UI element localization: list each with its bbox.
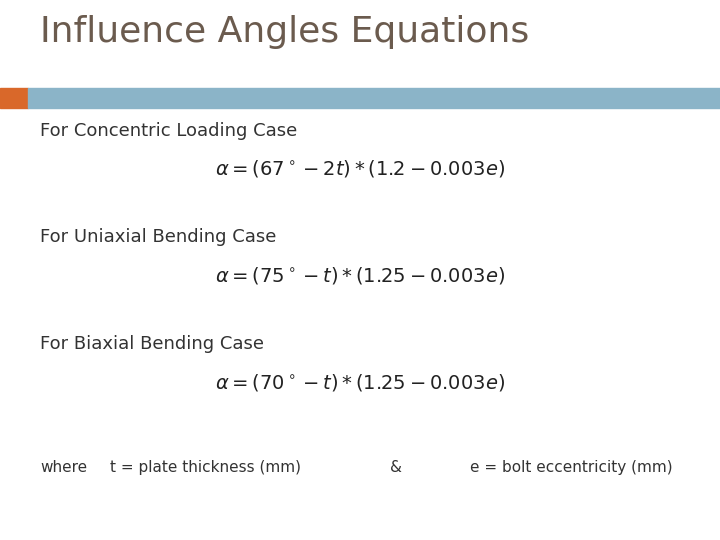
Text: $\alpha = (70^\circ - t) * (1.25 - 0.003e)$: $\alpha = (70^\circ - t) * (1.25 - 0.003… <box>215 372 505 393</box>
Text: $\alpha = (67^\circ - 2t) * (1.2 - 0.003e)$: $\alpha = (67^\circ - 2t) * (1.2 - 0.003… <box>215 158 505 179</box>
Text: e = bolt eccentricity (mm): e = bolt eccentricity (mm) <box>470 460 672 475</box>
Text: t = plate thickness (mm): t = plate thickness (mm) <box>110 460 301 475</box>
Text: where: where <box>40 460 87 475</box>
Text: For Uniaxial Bending Case: For Uniaxial Bending Case <box>40 228 276 246</box>
Bar <box>0 88 28 108</box>
Bar <box>28 88 720 108</box>
Text: Influence Angles Equations: Influence Angles Equations <box>40 15 529 49</box>
Text: &: & <box>390 460 402 475</box>
Text: For Concentric Loading Case: For Concentric Loading Case <box>40 122 297 140</box>
Text: For Biaxial Bending Case: For Biaxial Bending Case <box>40 335 264 353</box>
Text: $\alpha = (75^\circ - t) * (1.25 - 0.003e)$: $\alpha = (75^\circ - t) * (1.25 - 0.003… <box>215 265 505 286</box>
